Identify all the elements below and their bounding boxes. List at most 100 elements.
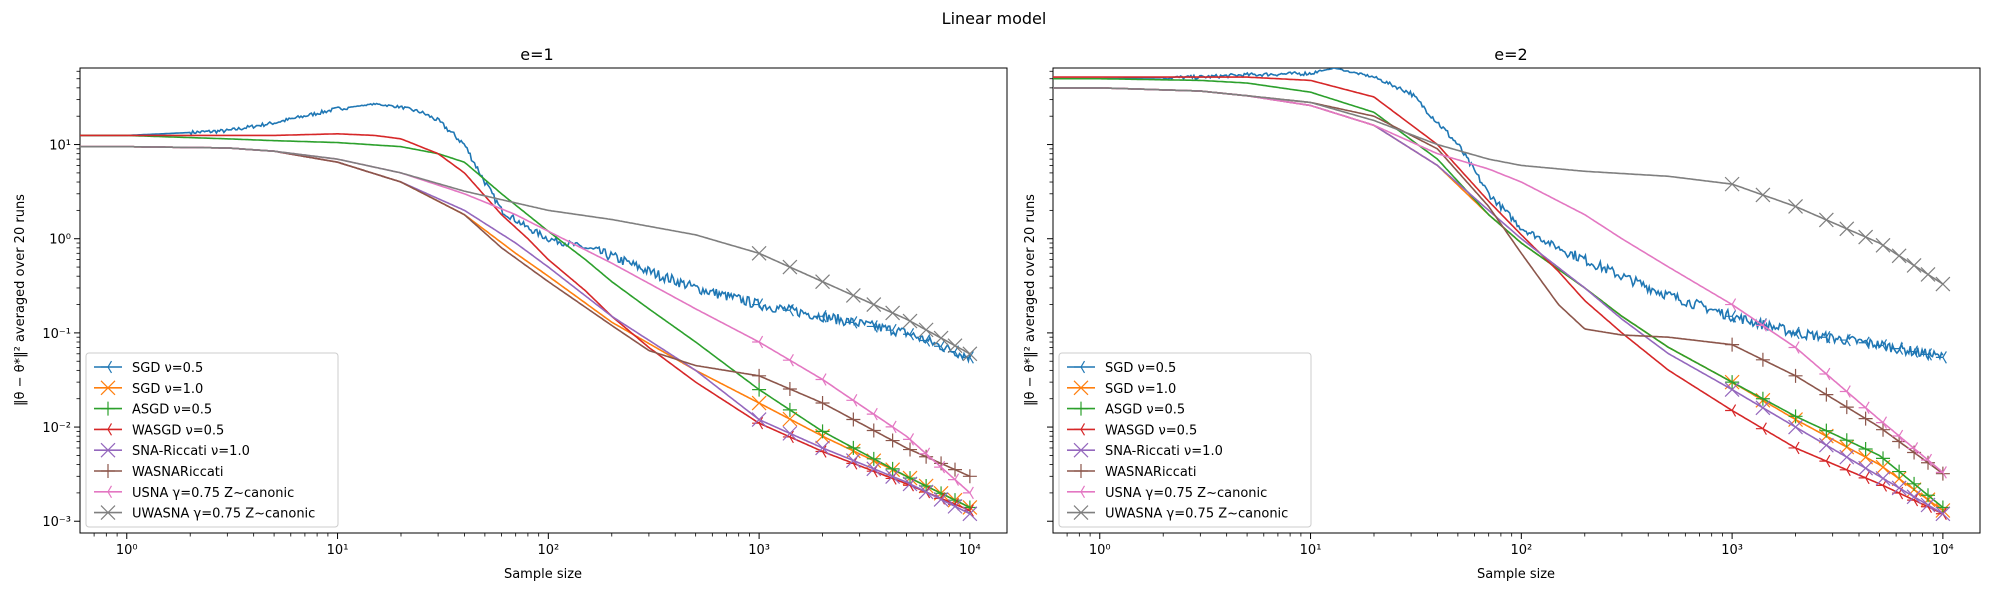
series-marker [948,473,960,486]
legend-marker [100,442,116,458]
legend-label: SGD ν=0.5 [1105,361,1176,376]
series-marker [782,304,794,317]
x-tick-label: 10² [1510,543,1532,558]
series-marker [1755,352,1770,367]
series-marker [751,412,767,428]
x-tick-label: 10² [537,543,559,558]
legend-item: ASGD ν=0.5 [94,401,212,418]
series-marker [1788,368,1803,383]
series-marker [1725,375,1740,390]
series-marker [1819,423,1834,438]
series-marker [866,297,882,312]
series-marker [1907,345,1919,358]
series-group [1053,68,1951,522]
series-marker [1907,476,1922,491]
legend: SGD ν=0.5 SGD ν=1.0 ASGD ν=0.5 WASGD ν=0.5 S… [1058,352,1312,528]
series-marker [918,484,934,500]
series-marker [752,298,764,311]
series-marker [1858,460,1874,476]
legend-marker [101,464,115,478]
legend-item: SGD ν=0.5 [1067,360,1176,376]
series-marker [1819,330,1831,344]
series-marker [1891,248,1907,264]
series-marker [918,322,934,338]
legend-marker [1074,464,1088,478]
legend-item: SNA-Riccati ν=1.0 [1067,442,1223,459]
series-marker [866,461,882,477]
legend-marker [100,380,116,396]
series-marker [1875,470,1891,486]
series-marker [866,320,878,333]
axis-ticks: 10⁰ 10¹ 10² 10³ 10⁴ [1047,70,1954,558]
legend-marker [1073,380,1089,396]
y-axis-label: ‖θ − θ*‖² averaged over 20 runs [1023,194,1038,406]
series-marker [1921,488,1936,503]
legend-label: SNA-Riccati ν=1.0 [132,444,250,459]
series-marker [866,407,878,421]
series-marker [1858,411,1873,426]
x-axis-label: Sample size [1477,567,1555,582]
legend: SGD ν=0.5 SGD ν=1.0 ASGD ν=0.5 WASGD ν=0.5 S… [85,352,339,528]
series-marker [1921,453,1933,467]
x-tick-label: 10³ [748,543,770,558]
series-marker [845,453,861,468]
series-marker [885,461,900,476]
series-marker [1755,319,1767,332]
series-marker [885,305,901,321]
series-marker [947,338,963,354]
legend-label: ASGD ν=0.5 [132,403,212,418]
series-marker [1788,341,1800,354]
series-marker [1892,464,1907,479]
series-marker [919,478,934,493]
series-marker [1858,229,1874,245]
legend-marker [101,423,113,436]
series-marker [1839,221,1855,237]
series-marker [1724,176,1740,192]
series-marker [846,316,858,329]
series-marker [846,412,861,427]
chart-panel-e2: e=2 Sample size ‖θ − θ*‖² averaged over … [1023,45,1981,582]
x-tick-label: 10³ [1721,543,1743,558]
series-marker [1935,506,1951,522]
legend-item: SGD ν=1.0 [1067,380,1176,397]
series-marker [1876,451,1891,466]
series-marker [1935,466,1950,481]
series-marker [1788,419,1803,435]
legend-label: USNA γ=0.75 Z~canonic [132,486,294,501]
axis-ticks: 10⁰ 10¹ 10² 10³ 10⁴ 10⁻³ 10⁻² 10⁻¹ 10⁰ 10¹ [42,70,981,558]
legend-item: WASGD ν=0.5 [1067,423,1197,438]
series-marker [948,462,963,477]
series-marker [1839,449,1855,465]
series-marker [1755,422,1767,435]
series-marker [1818,437,1834,453]
series-marker [962,506,978,522]
legend-marker [1073,442,1089,458]
series-marker [1818,212,1834,228]
series-line [80,102,971,364]
x-tick-label: 10⁴ [1932,543,1954,558]
series-marker [1755,391,1770,406]
legend-marker [1074,401,1088,416]
x-tick-label: 10⁰ [116,543,138,558]
legend-label: UWASNA γ=0.75 Z~canonic [1105,507,1288,522]
legend-label: SGD ν=1.0 [1105,382,1176,397]
series-marker [1907,442,1919,455]
series-marker [815,373,827,386]
legend-label: WASNARiccati [132,465,224,480]
series-marker [1788,441,1800,455]
series-marker [1858,336,1870,349]
series-marker [782,425,798,441]
y-tick-label: 10⁻³ [42,515,71,530]
series-marker [815,424,830,439]
series-marker [1725,404,1737,417]
series-marker [962,500,977,515]
series-marker [782,411,798,427]
series-marker [845,287,861,303]
legend-label: ASGD ν=0.5 [1105,403,1185,418]
series-marker [866,451,881,466]
series-marker [1725,337,1740,352]
x-tick-label: 10¹ [327,543,349,558]
legend-label: WASGD ν=0.5 [132,423,224,438]
series-marker [815,440,830,456]
legend-marker [1074,360,1086,374]
